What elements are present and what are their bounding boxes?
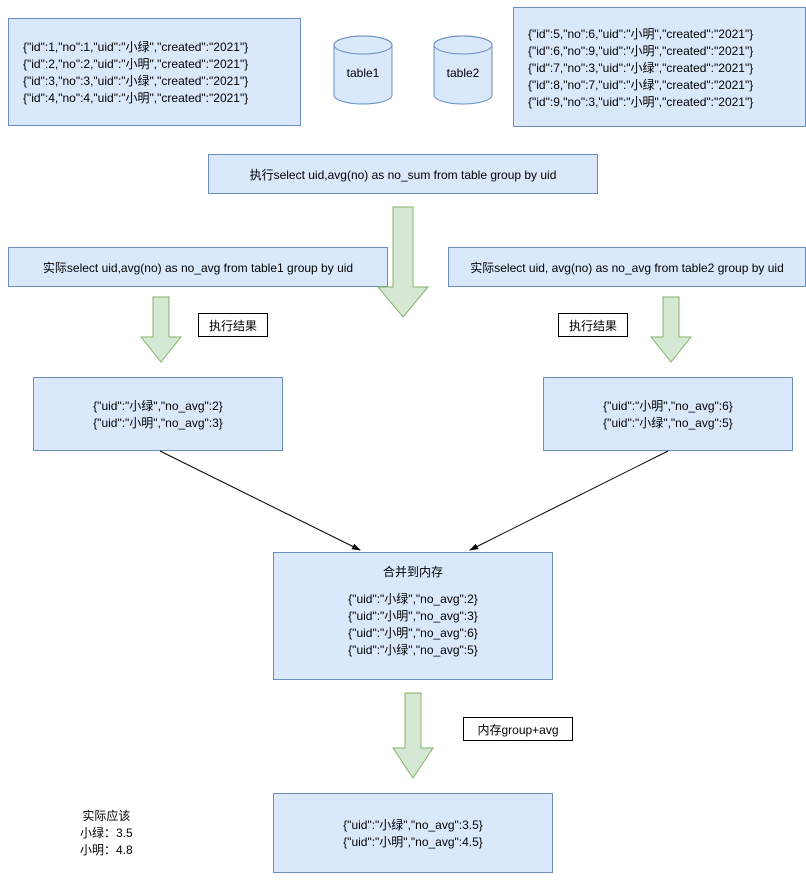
data-row: {"id":8,"no":7,"uid":"小绿","created":"202…: [528, 76, 753, 93]
table2-cylinder: table2: [433, 35, 493, 105]
result-row: {"uid":"小绿","no_avg":5}: [603, 414, 733, 431]
arrow-right-to-merge: [470, 451, 668, 550]
merge-title: 合并到内存: [383, 563, 443, 580]
data-row: {"id":5,"no":6,"uid":"小明","created":"202…: [528, 25, 753, 42]
expected-line: 小明：4.8: [80, 842, 133, 859]
data-row: {"id":3,"no":3,"uid":"小绿","created":"202…: [23, 72, 248, 89]
final-row: {"uid":"小绿","no_avg":3.5}: [343, 816, 483, 833]
data-row: {"id":4,"no":4,"uid":"小明","created":"202…: [23, 89, 248, 106]
cylinder-label: table2: [447, 66, 480, 80]
cylinder-label: table1: [347, 66, 380, 80]
result-row: {"uid":"小绿","no_avg":2}: [93, 397, 223, 414]
merge-row: {"uid":"小明","no_avg":6}: [348, 624, 478, 641]
data-row: {"id":9,"no":3,"uid":"小明","created":"202…: [528, 93, 753, 110]
exec-sql-box: 执行select uid,avg(no) as no_sum from tabl…: [208, 154, 598, 194]
merge-row: {"uid":"小绿","no_avg":2}: [348, 590, 478, 607]
small-arrow-bottom: [393, 693, 433, 778]
result-row: {"uid":"小明","no_avg":3}: [93, 414, 223, 431]
final-result-box: {"uid":"小绿","no_avg":3.5} {"uid":"小明","n…: [273, 793, 553, 873]
result-row: {"uid":"小明","no_avg":6}: [603, 397, 733, 414]
merge-box: 合并到内存 {"uid":"小绿","no_avg":2} {"uid":"小明…: [273, 552, 553, 680]
actual-sql-right-box: 实际select uid, avg(no) as no_avg from tab…: [448, 247, 806, 287]
exec-result-label-right: 执行结果: [558, 313, 628, 337]
merge-row: {"uid":"小绿","no_avg":5}: [348, 641, 478, 658]
small-arrow-left: [141, 297, 181, 362]
data-row: {"id":2,"no":2,"uid":"小明","created":"202…: [23, 55, 248, 72]
data-row: {"id":7,"no":3,"uid":"小绿","created":"202…: [528, 59, 753, 76]
result-right-box: {"uid":"小明","no_avg":6} {"uid":"小绿","no_…: [543, 377, 793, 451]
exec-sql-text: 执行select uid,avg(no) as no_sum from tabl…: [250, 166, 557, 183]
small-arrow-right: [651, 297, 691, 362]
expected-title: 实际应该: [80, 808, 133, 825]
actual-sql-left-text: 实际select uid,avg(no) as no_avg from tabl…: [43, 259, 353, 276]
merge-row: {"uid":"小明","no_avg":3}: [348, 607, 478, 624]
arrow-left-to-merge: [160, 451, 360, 550]
actual-sql-right-text: 实际select uid, avg(no) as no_avg from tab…: [470, 259, 784, 276]
table2-data-box: {"id":5,"no":6,"uid":"小明","created":"202…: [513, 7, 806, 127]
exec-result-label-left: 执行结果: [198, 313, 268, 337]
data-row: {"id":1,"no":1,"uid":"小绿","created":"202…: [23, 38, 248, 55]
table1-data-box: {"id":1,"no":1,"uid":"小绿","created":"202…: [8, 18, 301, 126]
result-left-box: {"uid":"小绿","no_avg":2} {"uid":"小明","no_…: [33, 377, 283, 451]
expected-text: 实际应该 小绿：3.5 小明：4.8: [80, 808, 133, 858]
table1-cylinder: table1: [333, 35, 393, 105]
data-row: {"id":6,"no":9,"uid":"小明","created":"202…: [528, 42, 753, 59]
final-row: {"uid":"小明","no_avg":4.5}: [343, 833, 483, 850]
actual-sql-left-box: 实际select uid,avg(no) as no_avg from tabl…: [8, 247, 388, 287]
mem-group-label: 内存group+avg: [463, 717, 573, 741]
expected-line: 小绿：3.5: [80, 825, 133, 842]
